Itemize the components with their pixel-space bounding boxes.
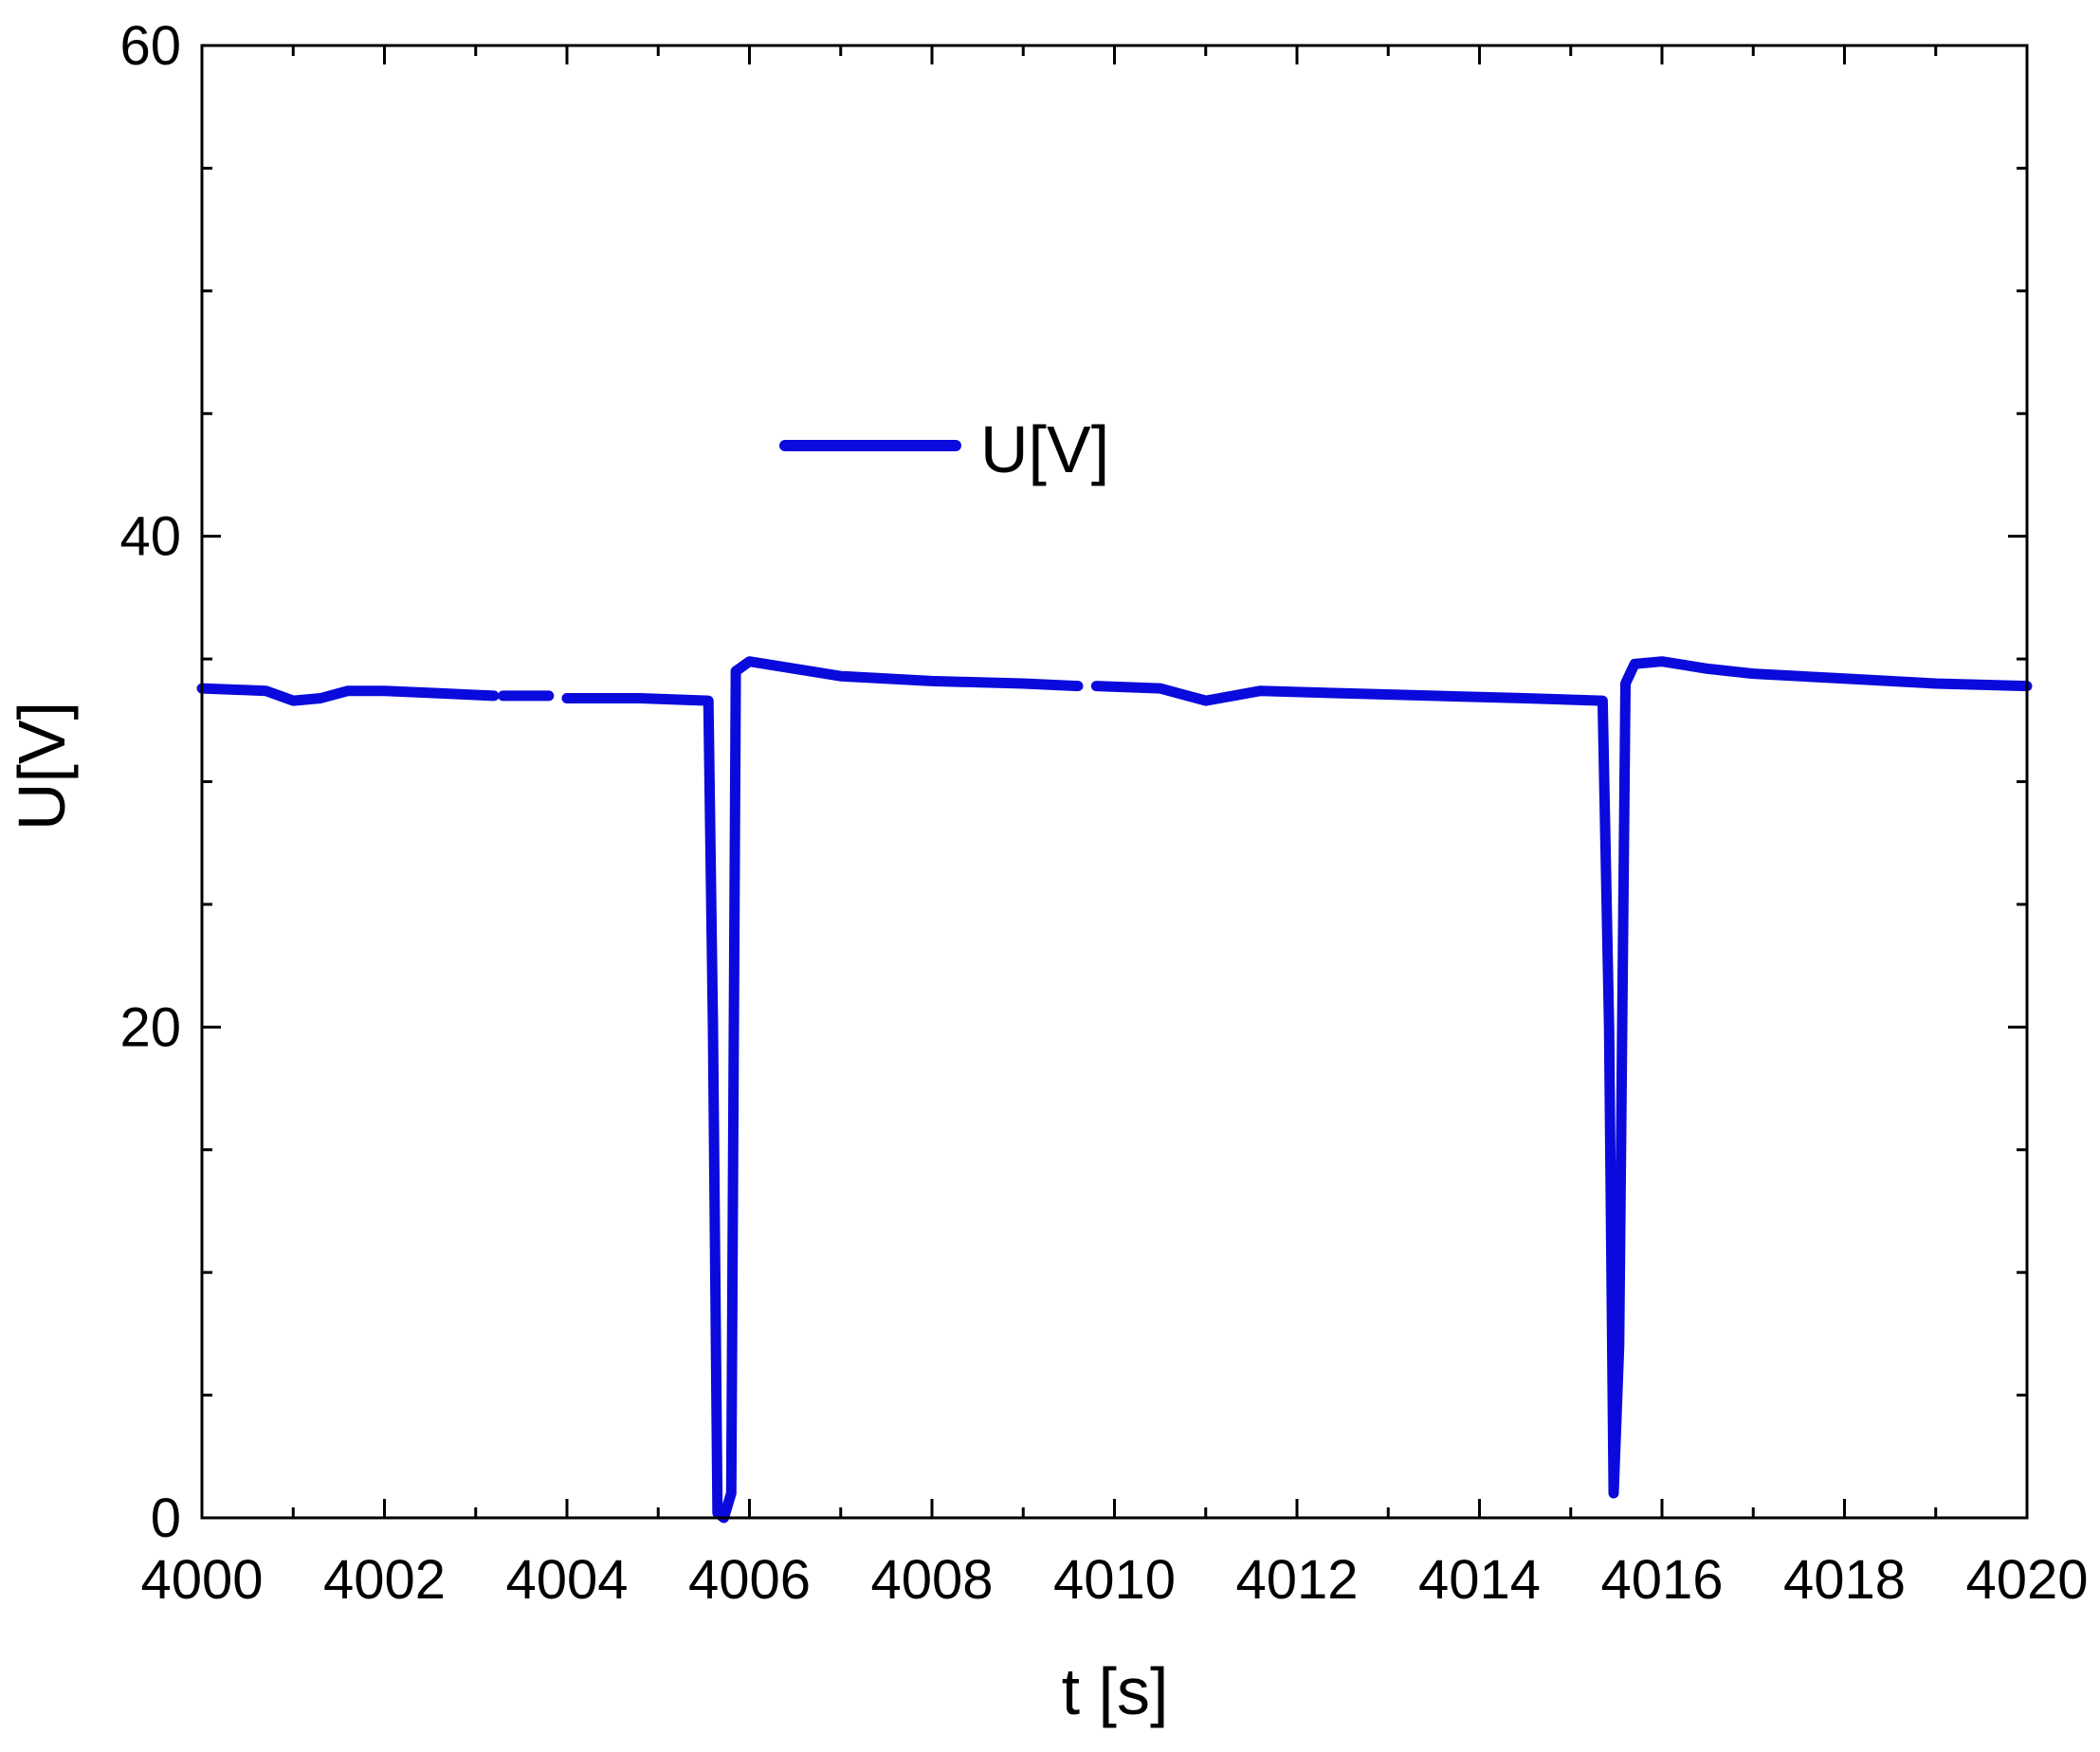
series-line-segment (196, 683, 500, 706)
ticks-layer (200, 44, 2029, 1520)
series-line-segment (561, 656, 1084, 1524)
y-tick-label: 40 (119, 506, 181, 568)
y-axis-title: U[V] (5, 702, 79, 830)
x-tick-label: 4018 (1783, 1549, 1906, 1611)
x-tick-label: 4012 (1235, 1549, 1358, 1611)
x-tick-label: 4016 (1600, 1549, 1723, 1611)
x-tick-label: 4006 (688, 1549, 811, 1611)
x-tick-label: 4020 (1965, 1549, 2088, 1611)
series-layer (196, 656, 2033, 1524)
x-axis-title: t [s] (1062, 1654, 1169, 1728)
tick-labels: 4000 4002 4004 4006 4008 4010 4012 4014 4016 4018… (119, 15, 2088, 1611)
x-tick-label: 4014 (1418, 1549, 1541, 1611)
x-tick-label: 4002 (323, 1549, 446, 1611)
legend: U[V] (779, 412, 1109, 486)
x-tick-label: 4008 (870, 1549, 993, 1611)
x-tick-label: 4004 (505, 1549, 628, 1611)
x-tick-label: 4010 (1053, 1549, 1176, 1611)
y-tick-label: 0 (151, 1487, 181, 1549)
series-line-segment (1090, 656, 2033, 1499)
y-tick-label: 20 (119, 996, 181, 1058)
x-tick-label: 4000 (140, 1549, 263, 1611)
y-tick-label: 60 (119, 15, 181, 77)
legend-label: U[V] (980, 412, 1109, 486)
